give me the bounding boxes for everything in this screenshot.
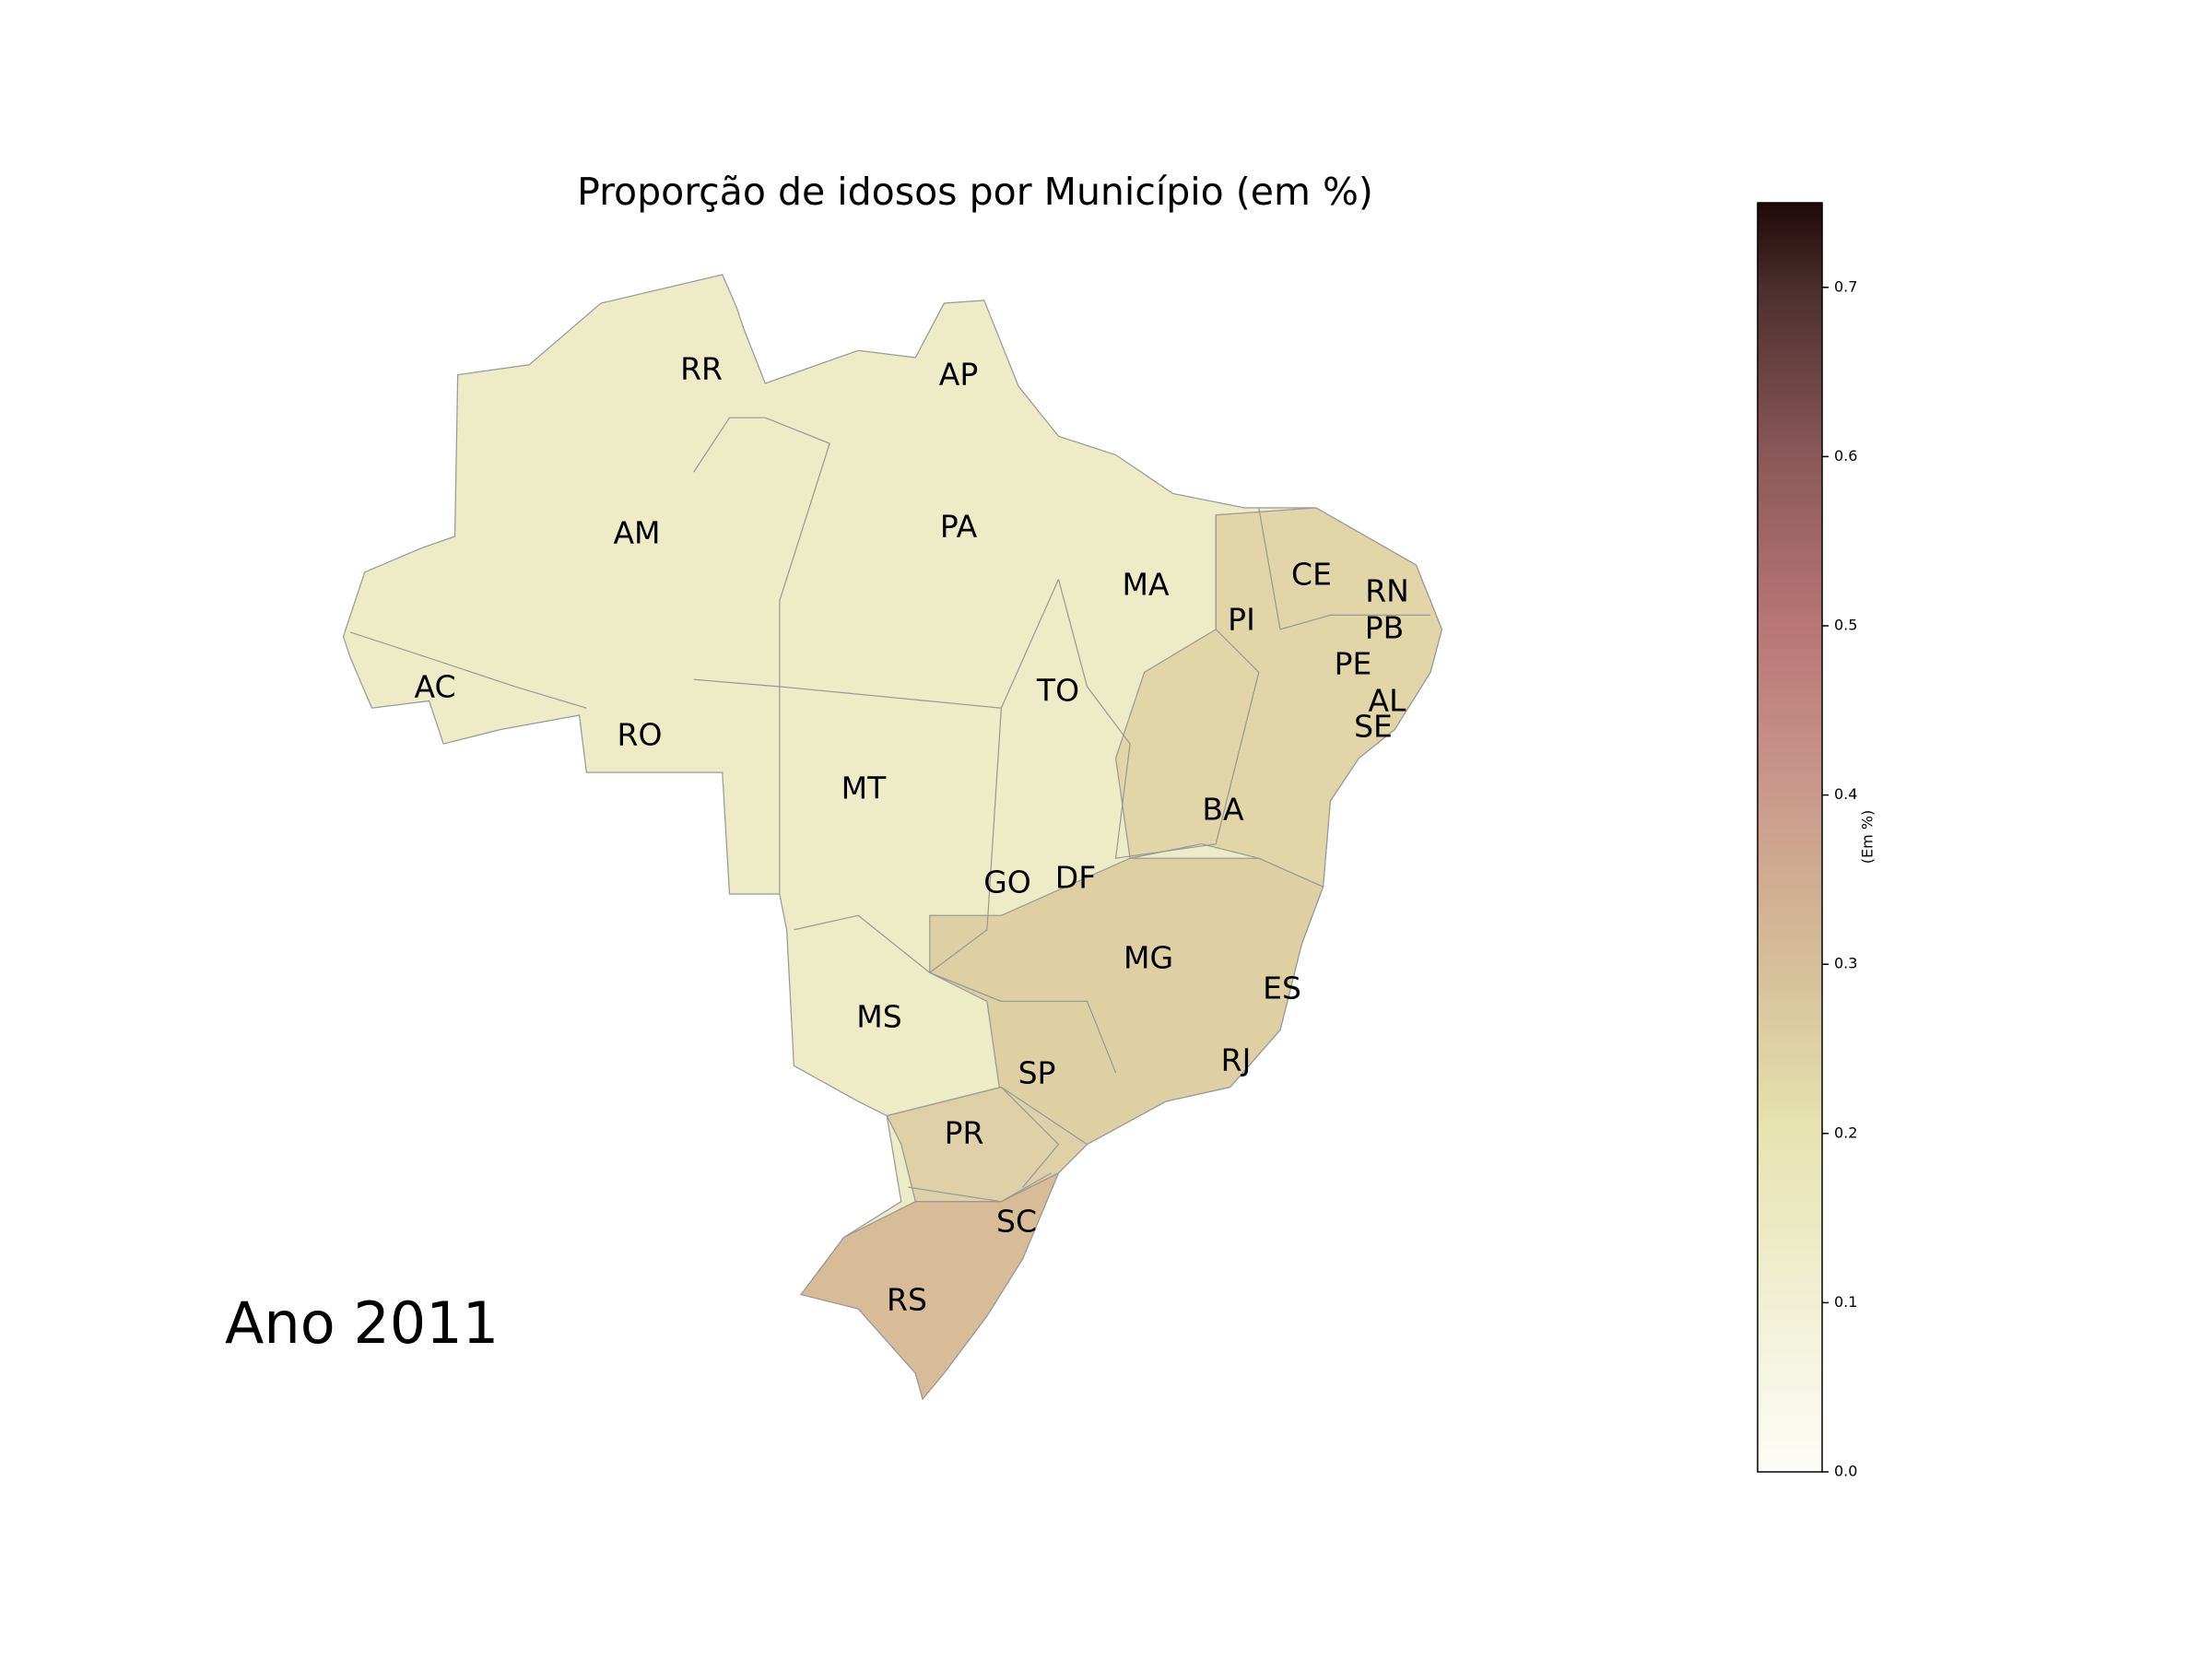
colorbar-tick-label: 0.2 [1834, 1124, 1857, 1141]
colorbar-tick-label: 0.0 [1834, 1463, 1857, 1480]
state-label: DF [1055, 860, 1096, 896]
state-label: PR [945, 1115, 984, 1151]
colorbar-tick-label: 0.5 [1834, 617, 1857, 634]
state-border [908, 1172, 1053, 1203]
state-label: RR [680, 351, 723, 387]
state-label: RJ [1221, 1042, 1252, 1078]
state-label: PA [940, 509, 978, 545]
state-label: AC [414, 669, 455, 705]
year-label: Ano 2011 [225, 1289, 499, 1357]
colorbar-tick-label: 0.6 [1834, 447, 1857, 465]
state-border [1258, 507, 1431, 630]
state-label: TO [1036, 673, 1079, 709]
state-labels: RR AP AM PA MA CE RN PI PB PE AL SE AC T… [414, 351, 1408, 1318]
colorbar-tick-label: 0.4 [1834, 785, 1857, 803]
region-southeast [929, 857, 1324, 1146]
state-label: PI [1228, 602, 1255, 638]
colorbar [1757, 202, 1823, 1473]
region-parana [886, 1086, 1088, 1203]
colorbar-tick-label: 0.1 [1834, 1293, 1857, 1311]
state-label: MT [841, 771, 887, 806]
colorbar-tick-label: 0.3 [1834, 955, 1857, 972]
state-label: MS [856, 999, 901, 1035]
region-northeast [1114, 507, 1443, 888]
state-label: SE [1354, 709, 1393, 745]
colorbar-tick-label: 0.7 [1834, 277, 1857, 295]
state-label: RS [887, 1282, 927, 1318]
state-label: SC [996, 1204, 1037, 1240]
colorbar-label: (Em %) [1859, 810, 1877, 864]
state-label: GO [983, 865, 1031, 900]
state-label: PB [1365, 610, 1405, 646]
state-label: AL [1369, 683, 1407, 719]
state-label: AM [613, 515, 660, 551]
state-label: AP [939, 357, 978, 393]
state-border [887, 1086, 1060, 1188]
brazil-map [342, 274, 1443, 1401]
map-title: Proporção de idosos por Município (em %) [577, 170, 1373, 214]
state-label: BA [1202, 792, 1244, 828]
state-label: SP [1018, 1055, 1056, 1091]
state-border [794, 914, 1117, 1074]
state-label: RO [618, 717, 663, 753]
state-label: MA [1122, 567, 1169, 603]
state-label: CE [1291, 557, 1332, 593]
state-label: PE [1335, 646, 1372, 682]
state-border [350, 631, 587, 709]
state-border [1057, 514, 1260, 859]
state-border [693, 417, 1060, 709]
state-label: MG [1124, 940, 1173, 976]
state-label: RN [1365, 573, 1409, 609]
state-label: ES [1263, 971, 1301, 1006]
state-border [693, 678, 781, 895]
